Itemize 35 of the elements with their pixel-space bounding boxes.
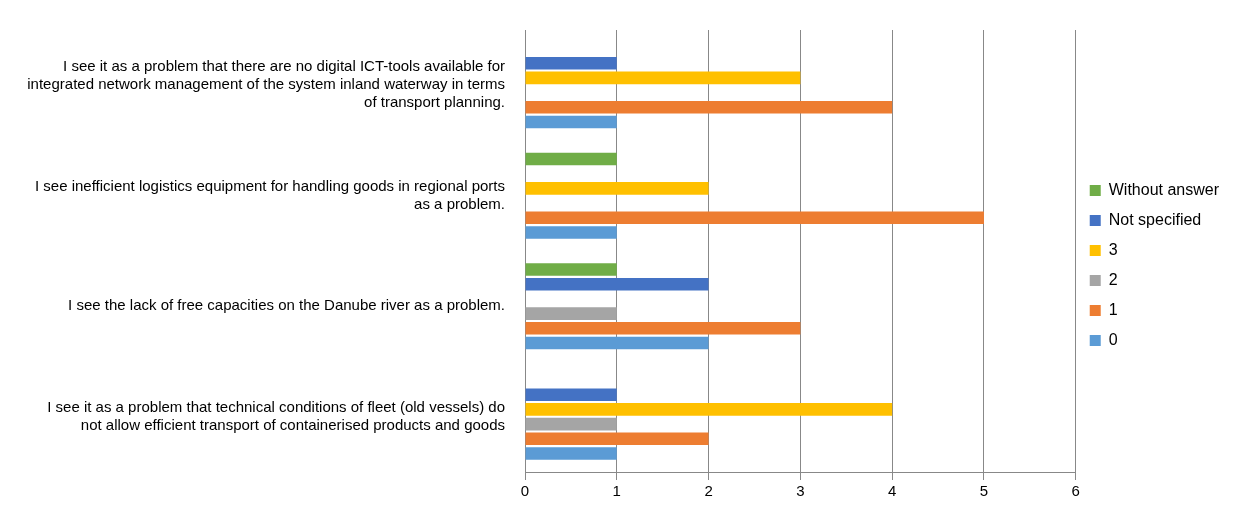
legend-label: Not specified bbox=[1108, 210, 1202, 228]
bar bbox=[525, 307, 617, 320]
bar bbox=[525, 226, 617, 239]
legend-label: 0 bbox=[1108, 330, 1118, 348]
bar bbox=[525, 56, 617, 70]
bar bbox=[525, 403, 893, 416]
legend-label: 3 bbox=[1108, 240, 1118, 258]
bar bbox=[525, 211, 984, 225]
bar bbox=[525, 447, 617, 460]
bar bbox=[525, 71, 801, 85]
legend-label: 2 bbox=[1108, 270, 1118, 288]
y-tick-label: I see it as a problem that there are no digital ICT-tools available for integrated network management of the system inland waterway in terms of transport planning. bbox=[27, 57, 505, 111]
bar bbox=[525, 417, 617, 431]
bar bbox=[525, 388, 617, 401]
x-tick-label: 4 bbox=[887, 482, 897, 500]
x-tick-label: 3 bbox=[796, 482, 805, 500]
bar bbox=[525, 336, 709, 350]
y-tick-label: I see inefficient logistics equipment for handling goods in regional ports as a problem. bbox=[34, 176, 505, 212]
x-tick-label: 1 bbox=[612, 482, 621, 500]
x-tick-label: 5 bbox=[979, 482, 989, 500]
y-tick-label: I see it as a problem that technical conditions of fleet (old vessels) do not allow efficient transport of containerised products and goods bbox=[47, 397, 505, 433]
x-tick-label: 0 bbox=[520, 482, 530, 500]
bar bbox=[525, 101, 893, 114]
bar bbox=[525, 115, 617, 129]
legend-label: Without answer bbox=[1108, 180, 1220, 198]
bar bbox=[525, 152, 617, 166]
bar bbox=[525, 182, 709, 195]
x-tick-label: 6 bbox=[1071, 482, 1080, 500]
legend-label: 1 bbox=[1108, 300, 1118, 318]
bar bbox=[525, 263, 617, 276]
bar bbox=[525, 277, 709, 291]
x-tick-label: 2 bbox=[704, 482, 713, 500]
bar bbox=[525, 322, 801, 335]
y-tick-label: I see the lack of free capacities on the Danube river as a problem. bbox=[68, 296, 505, 314]
bar bbox=[525, 432, 709, 446]
